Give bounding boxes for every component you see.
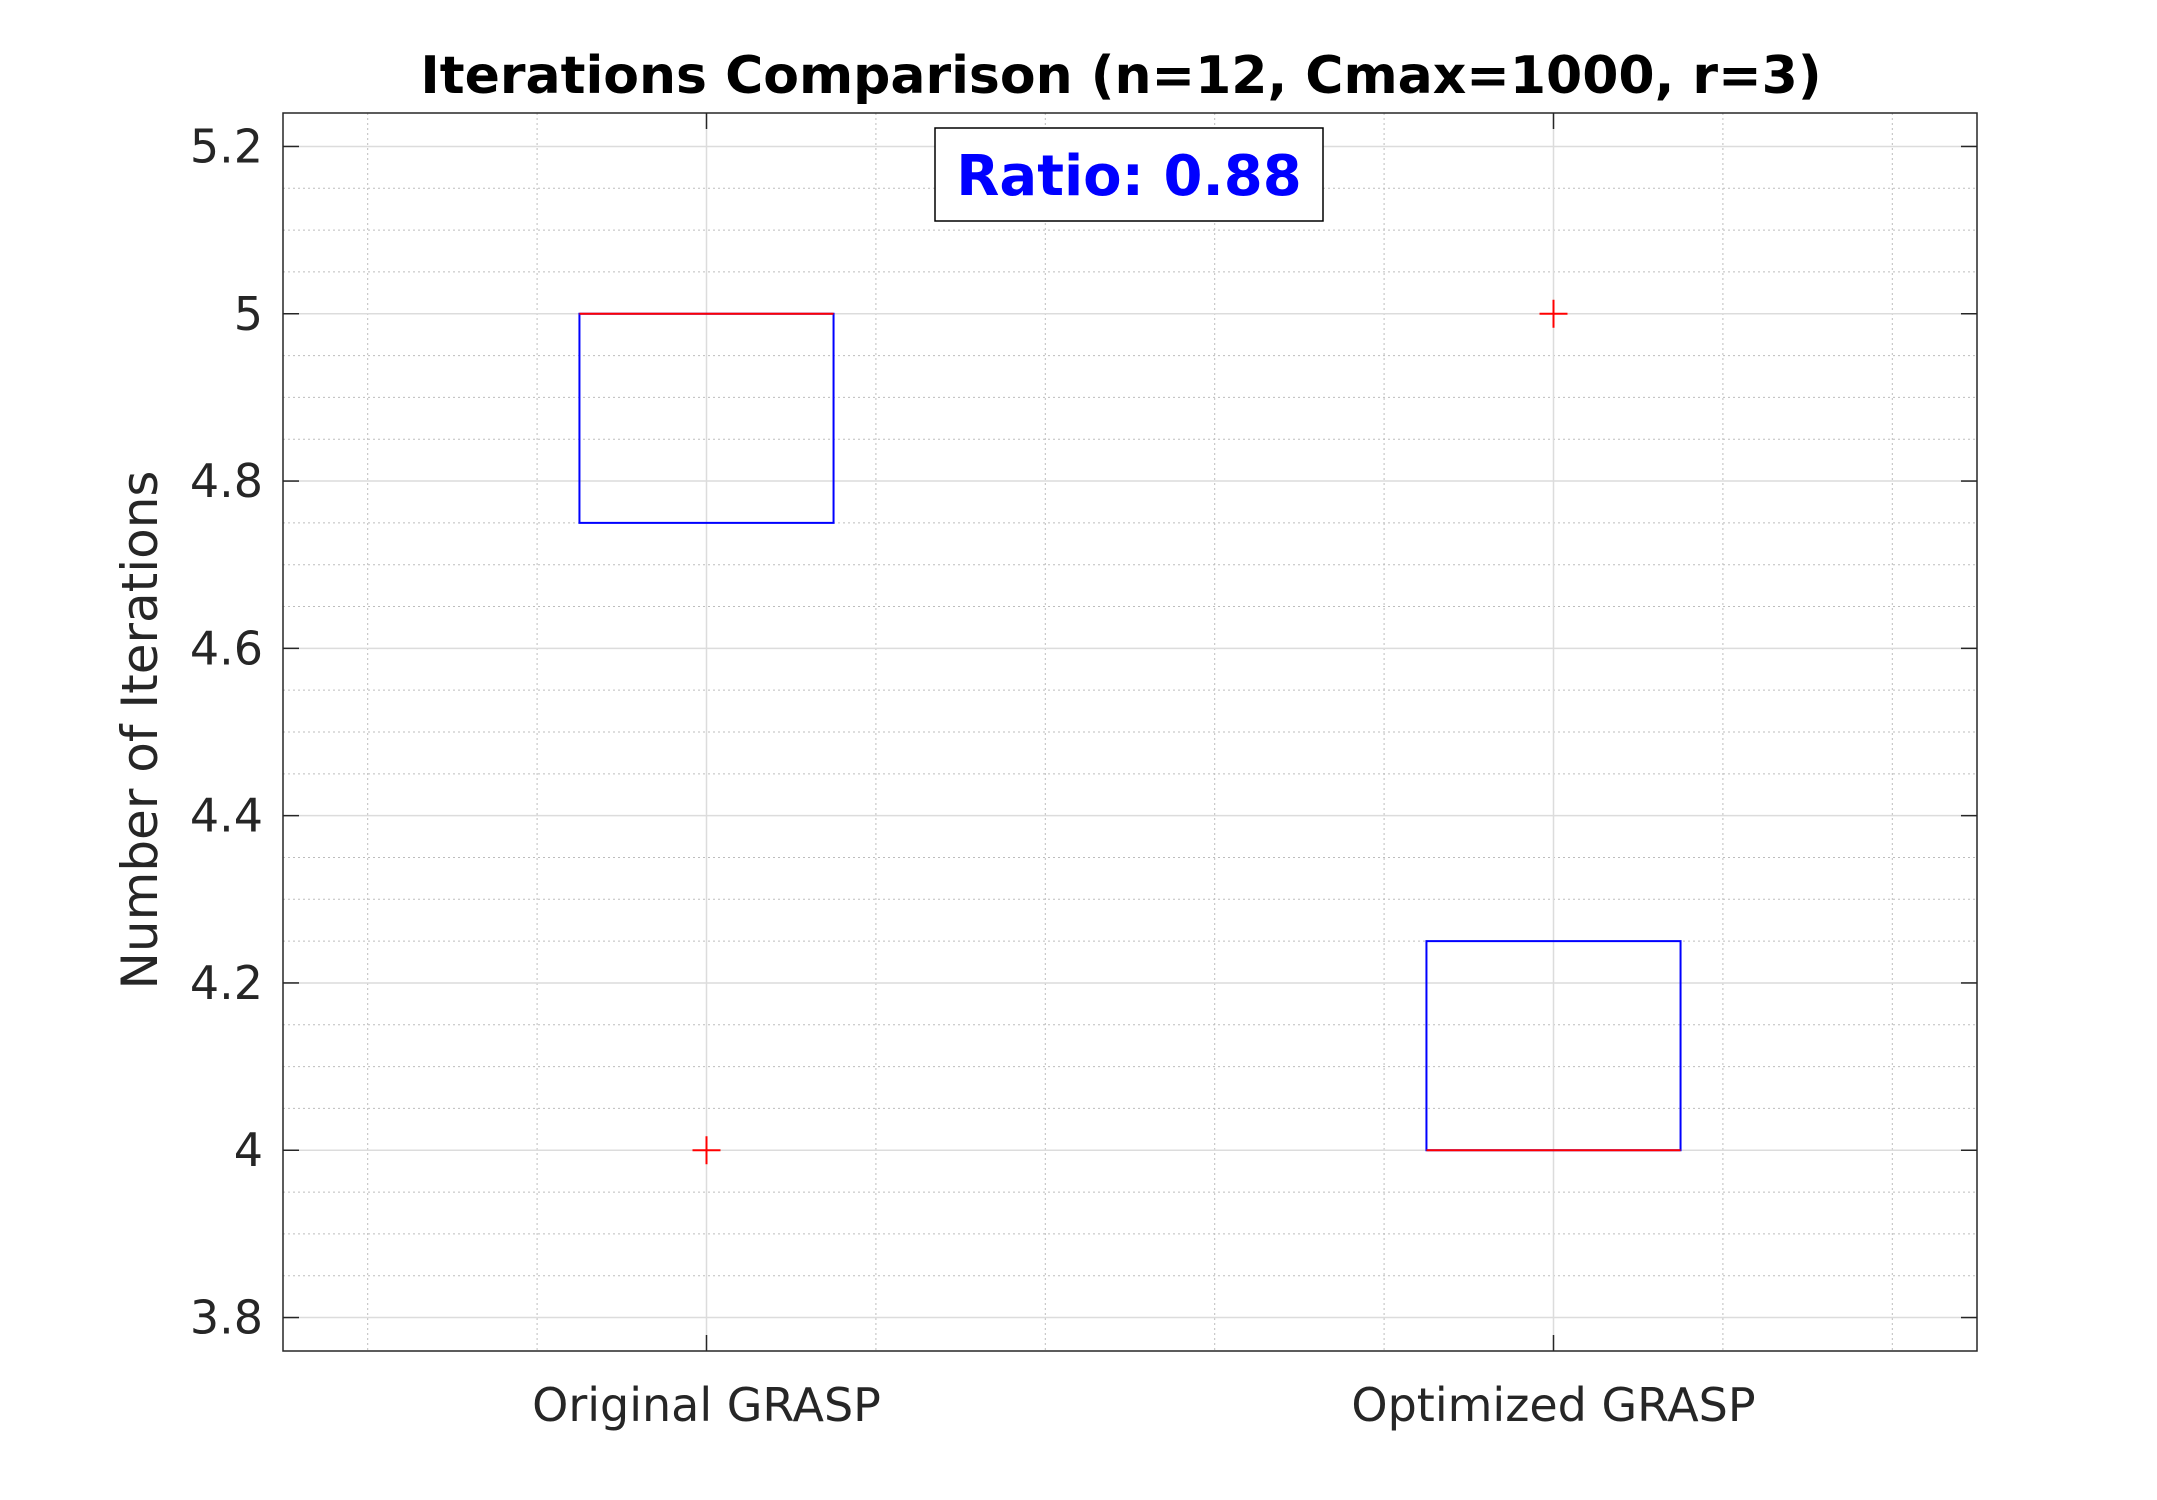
axis-ticks: 3.8 4 4.2 4.4 4.6 4.8 5 5.2 Original GRASP Optimi… [190, 113, 1977, 1432]
y-tick-label: 4.8 [190, 454, 263, 508]
outlier-marker-1 [1539, 299, 1568, 328]
y-tick-label: 5.2 [190, 119, 263, 173]
ratio-annotation: Ratio: 0.88 [934, 127, 1324, 222]
y-tick-label: 3.8 [190, 1291, 263, 1345]
y-tick-label: 5 [234, 287, 263, 341]
chart-title: Iterations Comparison (n=12, Cmax=1000, … [420, 46, 1821, 106]
plot-area [282, 112, 1978, 1352]
data-marks [578, 299, 1682, 1165]
ratio-annotation-text: Ratio: 0.88 [956, 144, 1301, 209]
y-tick-label: 4.2 [190, 956, 263, 1010]
y-tick-label: 4.6 [190, 621, 263, 675]
y-tick-label: 4.4 [190, 789, 263, 843]
x-tick-label: Original GRASP [532, 1378, 881, 1432]
ratio-annotation-box [934, 127, 1324, 222]
x-tick-label: Optimized GRASP [1351, 1378, 1755, 1432]
y-tick-label: 4 [234, 1123, 263, 1177]
outlier-marker-0 [692, 1136, 721, 1165]
y-axis-label: Number of Iterations [111, 471, 169, 990]
